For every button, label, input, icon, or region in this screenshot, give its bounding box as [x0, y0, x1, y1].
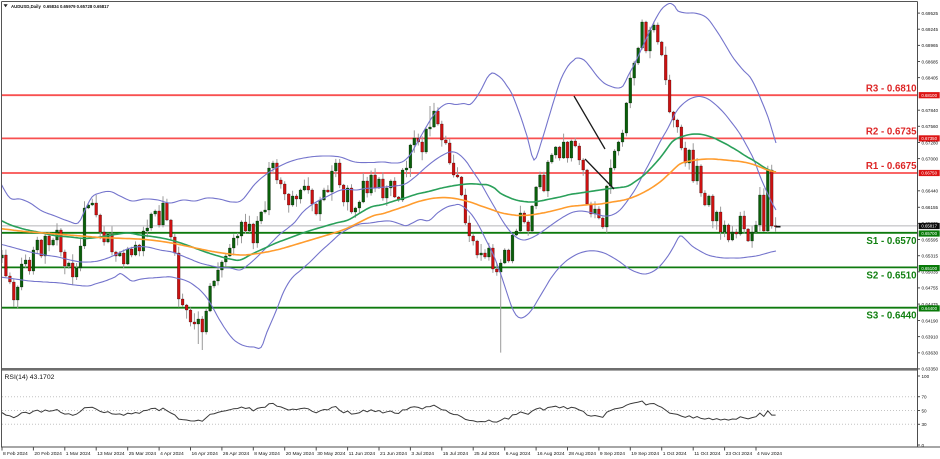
svg-text:R2 - 0.6735: R2 - 0.6735	[866, 127, 917, 138]
svg-text:0.66750: 0.66750	[921, 171, 937, 176]
svg-text:0.65595: 0.65595	[922, 237, 939, 242]
svg-text:0.68100: 0.68100	[921, 93, 937, 98]
svg-text:26 Apr 2024: 26 Apr 2024	[223, 451, 250, 457]
svg-text:0.64190: 0.64190	[922, 318, 939, 323]
svg-text:3 Jul 2024: 3 Jul 2024	[411, 451, 434, 457]
svg-text:0.64755: 0.64755	[922, 286, 939, 291]
svg-text:0.63630: 0.63630	[922, 351, 939, 356]
svg-text:8 May 2024: 8 May 2024	[254, 451, 280, 457]
svg-text:16 Apr 2024: 16 Apr 2024	[192, 451, 219, 457]
svg-text:11 Oct 2024: 11 Oct 2024	[694, 451, 721, 457]
svg-text:25 Mar 2024: 25 Mar 2024	[129, 451, 157, 457]
svg-text:20 May 2024: 20 May 2024	[286, 451, 315, 457]
svg-text:28 Aug 2024: 28 Aug 2024	[569, 451, 597, 457]
svg-text:R3 - 0.6810: R3 - 0.6810	[866, 83, 917, 94]
svg-text:0.65035: 0.65035	[922, 270, 939, 275]
svg-text:0.63910: 0.63910	[922, 334, 939, 339]
svg-text:0.66155: 0.66155	[922, 205, 939, 210]
svg-text:0.65817: 0.65817	[921, 224, 937, 229]
svg-text:21 Jun 2024: 21 Jun 2024	[380, 451, 407, 457]
svg-text:RSI(14) 43.1702: RSI(14) 43.1702	[5, 374, 55, 381]
svg-text:0.67350: 0.67350	[921, 136, 937, 141]
svg-text:0.67560: 0.67560	[922, 124, 939, 129]
svg-text:0.68685: 0.68685	[922, 59, 939, 64]
svg-text:0.63350: 0.63350	[922, 367, 939, 372]
svg-text:30: 30	[922, 422, 928, 427]
svg-text:19 Sep 2024: 19 Sep 2024	[631, 451, 659, 457]
svg-text:4 Apr 2024: 4 Apr 2024	[160, 451, 184, 457]
svg-text:11 Jun 2024: 11 Jun 2024	[349, 451, 376, 457]
svg-text:30 May 2024: 30 May 2024	[317, 451, 346, 457]
svg-text:0.67840: 0.67840	[922, 108, 939, 113]
svg-text:0.67280: 0.67280	[922, 140, 939, 145]
svg-text:S1 - 0.6570: S1 - 0.6570	[866, 236, 916, 247]
svg-text:23 Oct 2024: 23 Oct 2024	[726, 451, 753, 457]
svg-text:AUDUSD,Daily 0.65834 0.65979: AUDUSD,Daily 0.65834 0.65979 0.65728 0.6…	[11, 4, 110, 9]
svg-text:25 Jul 2024: 25 Jul 2024	[474, 451, 500, 457]
svg-text:R1 - 0.6675: R1 - 0.6675	[866, 161, 917, 172]
svg-text:0.69525: 0.69525	[922, 11, 939, 16]
svg-text:50: 50	[922, 408, 928, 413]
svg-text:0.64475: 0.64475	[922, 302, 939, 307]
svg-text:0.64400: 0.64400	[921, 306, 937, 311]
svg-text:0: 0	[922, 443, 925, 448]
svg-text:0.67000: 0.67000	[922, 156, 939, 161]
svg-text:70: 70	[922, 395, 928, 400]
svg-text:6 Aug 2024: 6 Aug 2024	[506, 451, 531, 457]
svg-text:1 Mar 2024: 1 Mar 2024	[66, 451, 91, 457]
svg-text:0.68965: 0.68965	[922, 43, 939, 48]
svg-text:0.68405: 0.68405	[922, 75, 939, 80]
svg-text:8 Feb 2024: 8 Feb 2024	[3, 451, 28, 457]
svg-text:16 Aug 2024: 16 Aug 2024	[537, 451, 565, 457]
svg-text:15 Jul 2024: 15 Jul 2024	[443, 451, 469, 457]
svg-text:4 Nov 2024: 4 Nov 2024	[757, 451, 782, 457]
svg-text:0.66440: 0.66440	[922, 189, 939, 194]
svg-text:9 Sep 2024: 9 Sep 2024	[600, 451, 625, 457]
svg-text:13 Mar 2024: 13 Mar 2024	[97, 451, 125, 457]
svg-text:0.65700: 0.65700	[921, 231, 937, 236]
svg-text:0.69245: 0.69245	[922, 27, 939, 32]
svg-text:0.65315: 0.65315	[922, 254, 939, 259]
svg-text:20 Feb 2024: 20 Feb 2024	[34, 451, 62, 457]
svg-text:0.65100: 0.65100	[921, 266, 937, 271]
svg-text:100: 100	[922, 374, 930, 379]
svg-text:S3 - 0.6440: S3 - 0.6440	[866, 311, 916, 322]
svg-text:S2 - 0.6510: S2 - 0.6510	[866, 270, 916, 281]
svg-text:1 Oct 2024: 1 Oct 2024	[663, 451, 687, 457]
